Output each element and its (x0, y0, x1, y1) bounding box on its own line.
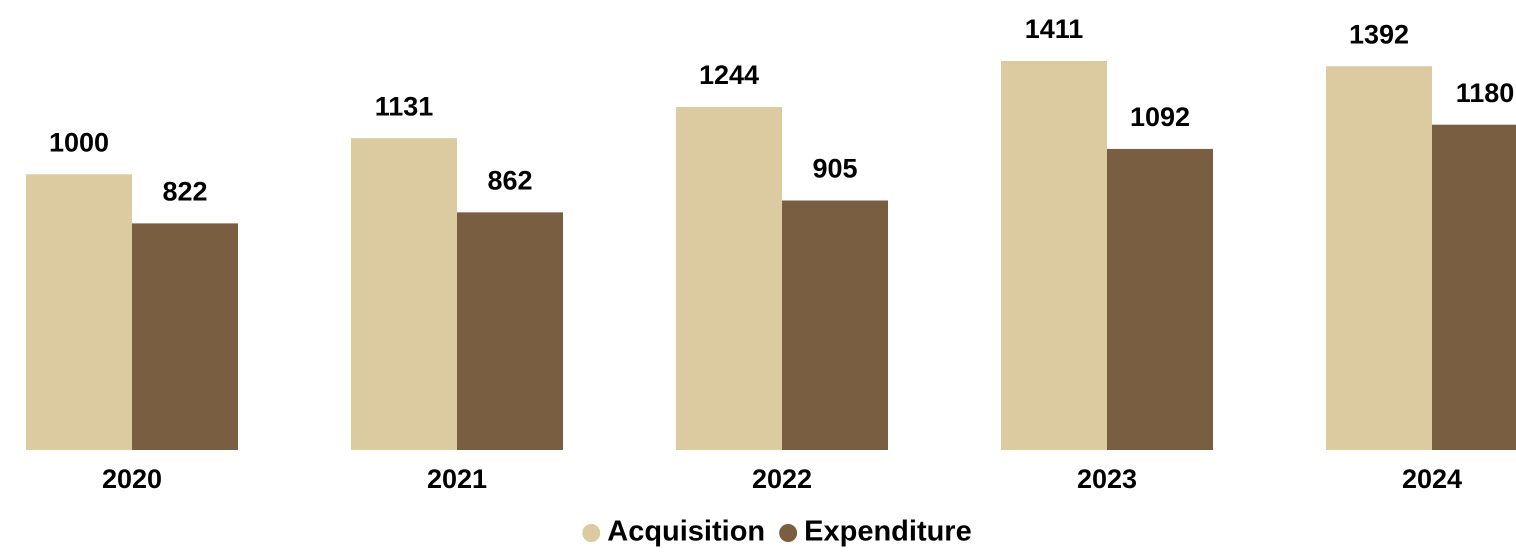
value-label: 822 (162, 177, 207, 207)
bar (1432, 124, 1516, 450)
value-label: 1244 (699, 60, 759, 90)
legend-swatch (582, 524, 601, 542)
legend-label: Acquisition (607, 516, 765, 548)
legend-swatch (779, 524, 798, 542)
bar (1326, 66, 1432, 450)
value-label: 1392 (1349, 19, 1409, 49)
bar (1001, 61, 1107, 450)
value-label: 1180 (1456, 78, 1515, 108)
bar (1107, 148, 1213, 450)
value-label: 862 (487, 165, 532, 195)
value-label: 1411 (1025, 14, 1084, 44)
value-label: 1000 (49, 127, 109, 157)
legend-item: Expenditure (779, 516, 972, 548)
x-tick-label: 2022 (752, 464, 812, 494)
x-tick-label: 2020 (102, 464, 162, 494)
x-tick-label: 2021 (427, 464, 487, 494)
bar (351, 138, 457, 450)
x-tick-label: 2023 (1077, 464, 1137, 494)
bar (457, 212, 563, 450)
bar (132, 223, 238, 450)
bar (676, 107, 782, 450)
legend-label: Expenditure (804, 516, 972, 548)
bar (782, 200, 888, 450)
value-label: 1131 (375, 91, 434, 121)
legend-item: Acquisition (582, 516, 765, 548)
x-tick-label: 2024 (1402, 464, 1462, 494)
bar (26, 174, 132, 450)
value-label: 905 (812, 154, 857, 184)
value-label: 1092 (1130, 102, 1190, 132)
